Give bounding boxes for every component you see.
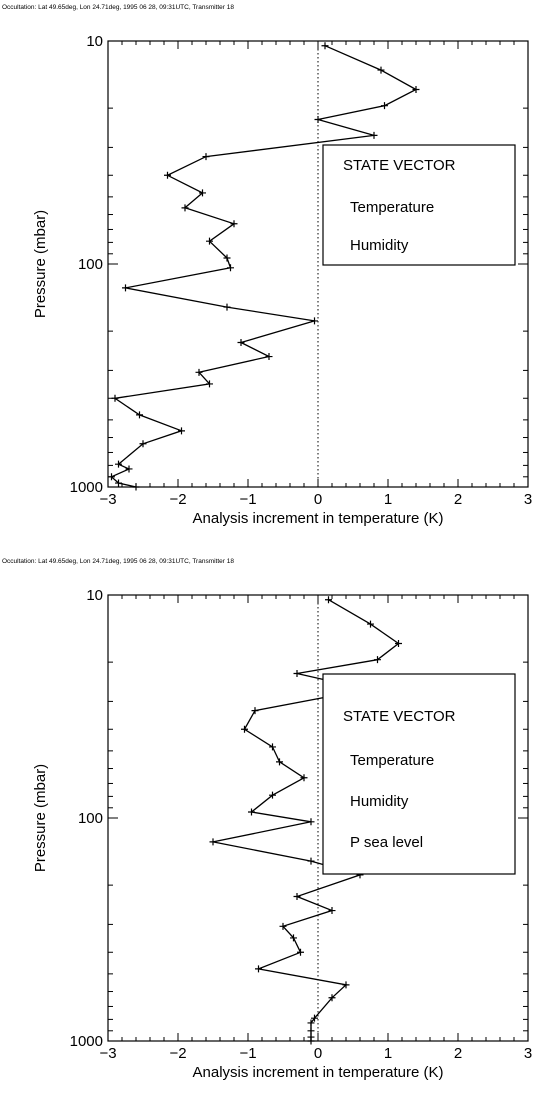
data-point [115,460,122,468]
data-point [293,670,301,678]
data-point [307,1037,315,1045]
x-tick-label: 3 [524,491,532,508]
data-point [279,922,287,930]
data-point [307,857,315,865]
data-point [255,965,262,973]
data-point [321,42,329,50]
data-point [314,116,322,124]
data-point [241,725,248,733]
legend-entry: Temperature [350,752,434,769]
chart-svg-1: Occultation: Lat 49.65deg, Lon 24.71deg,… [2,4,532,527]
legend-entry: Humidity [350,793,409,810]
data-point [108,473,115,481]
x-tick-label: 0 [314,1045,322,1062]
data-point [276,758,283,766]
legend-entry: Humidity [350,237,409,254]
legend-title: STATE VECTOR [343,708,456,725]
data-point [181,204,189,212]
x-tick-label: −2 [169,491,186,508]
data-point [307,1027,315,1035]
data-point [300,774,308,782]
data-point [206,237,213,245]
y-tick-label: 10 [86,33,103,50]
data-point [115,479,122,487]
data-point [248,808,255,816]
data-point [122,284,129,292]
data-point [164,171,171,179]
x-tick-label: −1 [239,1045,256,1062]
data-point [307,818,315,826]
chart-header: Occultation: Lat 49.65deg, Lon 24.71deg,… [2,558,234,565]
legend-box [322,144,516,266]
x-axis-label: Analysis increment in temperature (K) [193,510,444,527]
x-tick-label: −2 [169,1045,186,1062]
series-line [110,45,418,488]
y-tick-label: 1000 [70,1033,103,1050]
data-point [125,465,133,473]
legend-entry: Temperature [350,199,434,216]
legend-box [322,673,516,875]
data-point [297,948,304,956]
y-axis-label: Pressure (mbar) [32,210,49,318]
data-point [227,264,234,272]
data-point [230,220,238,228]
y-tick-label: 100 [78,256,103,273]
data-point [293,893,301,901]
chart-panel-2: Occultation: Lat 49.65deg, Lon 24.71deg,… [0,554,534,1105]
x-tick-label: 2 [454,491,462,508]
x-tick-label: 3 [524,1045,532,1062]
data-point [202,153,210,161]
data-point [370,131,378,139]
data-point [311,317,318,325]
legend-entry: P sea level [350,834,423,851]
x-tick-label: 2 [454,1045,462,1062]
data-point [251,707,259,715]
data-point [132,483,140,491]
data-point [223,254,231,262]
chart-header: Occultation: Lat 49.65deg, Lon 24.71deg,… [2,4,234,11]
x-tick-label: 1 [384,491,392,508]
data-point [311,1014,318,1022]
data-point [206,380,213,388]
data-point [328,907,336,915]
data-point [265,353,273,361]
data-point [269,791,276,799]
chart-svg-2: Occultation: Lat 49.65deg, Lon 24.71deg,… [2,558,532,1081]
data-point [374,656,381,664]
data-point [342,981,350,989]
data-point [136,411,143,419]
data-point [199,189,206,197]
data-point [325,596,332,604]
data-point [139,440,147,448]
data-point [237,339,245,347]
x-tick-label: −3 [99,491,116,508]
data-point [377,66,385,74]
data-point [307,1019,315,1027]
data-point [111,394,119,402]
x-tick-label: −1 [239,491,256,508]
data-point [395,639,402,647]
data-point [209,838,217,846]
data-point [328,994,336,1002]
data-point [195,368,203,376]
data-point [367,620,374,628]
legend-title: STATE VECTOR [343,157,456,174]
y-tick-label: 100 [78,810,103,827]
x-tick-label: 0 [314,491,322,508]
data-point [269,743,276,751]
data-point [223,303,231,311]
x-tick-label: −3 [99,1045,116,1062]
chart-panel-1: Occultation: Lat 49.65deg, Lon 24.71deg,… [0,0,534,551]
data-point [381,102,388,110]
y-axis-label: Pressure (mbar) [32,764,49,872]
x-axis-label: Analysis increment in temperature (K) [193,1064,444,1081]
x-tick-label: 1 [384,1045,392,1062]
data-point [290,934,297,942]
data-point [412,85,420,93]
y-tick-label: 10 [86,587,103,604]
y-tick-label: 1000 [70,479,103,496]
data-point [178,427,185,435]
